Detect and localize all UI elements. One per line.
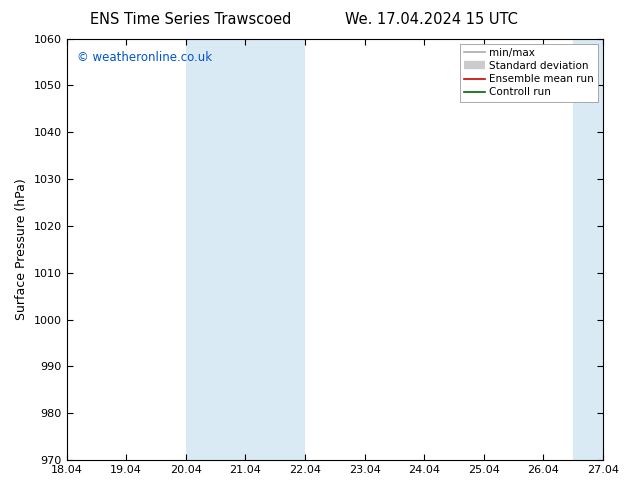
- Y-axis label: Surface Pressure (hPa): Surface Pressure (hPa): [15, 178, 28, 320]
- Text: ENS Time Series Trawscoed: ENS Time Series Trawscoed: [89, 12, 291, 27]
- Bar: [573, 39, 603, 460]
- Text: We. 17.04.2024 15 UTC: We. 17.04.2024 15 UTC: [345, 12, 517, 27]
- Text: © weatheronline.co.uk: © weatheronline.co.uk: [77, 51, 212, 64]
- Legend: min/max, Standard deviation, Ensemble mean run, Controll run: min/max, Standard deviation, Ensemble me…: [460, 44, 598, 101]
- Bar: [186, 39, 305, 460]
